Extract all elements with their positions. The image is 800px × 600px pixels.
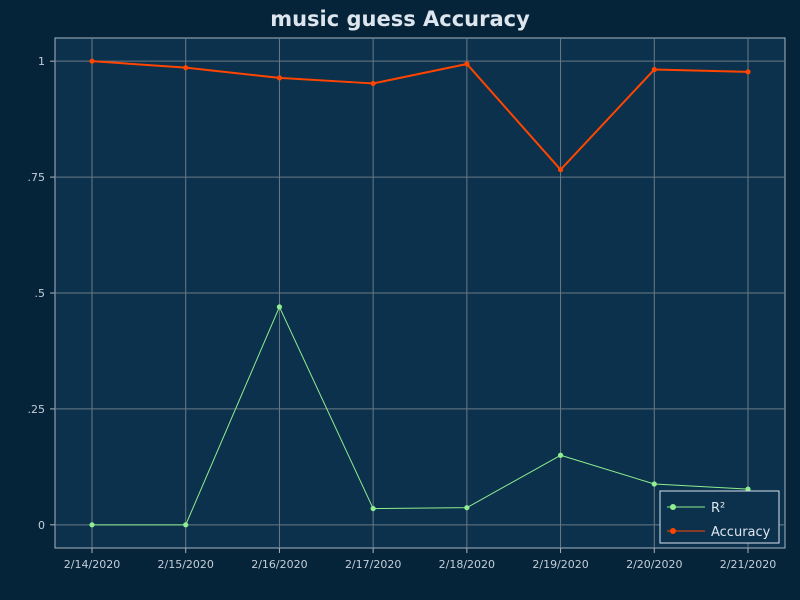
x-gridlines [91,38,749,548]
data-point-r-squared [89,522,95,528]
y-tick-label: .25 [28,403,46,416]
x-tick-label: 2/15/2020 [158,558,214,571]
legend-label-r-squared: R² [711,501,725,516]
series-layer [89,58,751,528]
y-axis-ticks: 0 .25 .5 .75 1 [28,55,55,532]
y-tick-label: .75 [28,171,46,184]
x-tick-label: 2/14/2020 [64,558,120,571]
x-tick-label: 2/16/2020 [251,558,307,571]
y-tick-label: 1 [38,55,45,68]
y-tick-label: .5 [35,287,46,300]
data-point-r-squared [276,304,283,310]
legend-marker-r-squared [670,504,676,510]
series-line-accuracy [91,60,749,171]
legend-marker-accuracy [670,528,676,534]
x-tick-label: 2/18/2020 [439,558,495,571]
x-axis-ticks: 2/14/2020 2/15/2020 2/16/2020 2/17/2020 2/18… [64,548,776,571]
series-line-r-squared [92,306,749,526]
data-point-r-squared [464,505,470,511]
data-point-accuracy [276,75,283,81]
x-tick-label: 2/20/2020 [626,558,682,571]
legend-label-accuracy: Accuracy [711,525,771,540]
data-point-accuracy [89,58,95,64]
data-point-accuracy [651,66,657,73]
data-point-accuracy [557,167,564,173]
y-gridlines [55,60,785,526]
chart-title: music guess Accuracy [270,7,530,31]
data-point-accuracy [370,80,376,87]
x-tick-label: 2/17/2020 [345,558,401,571]
data-point-r-squared [557,452,564,458]
data-point-accuracy [745,69,751,75]
data-point-r-squared [745,486,751,492]
data-point-r-squared [183,522,189,528]
legend: R² Accuracy [659,490,780,544]
legend-box [659,490,780,544]
data-point-accuracy [464,61,470,67]
x-tick-label: 2/21/2020 [720,558,776,571]
x-tick-label: 2/19/2020 [532,558,588,571]
data-point-r-squared [651,481,657,487]
y-tick-label: 0 [38,519,45,532]
data-point-accuracy [183,65,189,71]
data-point-r-squared [370,505,376,512]
